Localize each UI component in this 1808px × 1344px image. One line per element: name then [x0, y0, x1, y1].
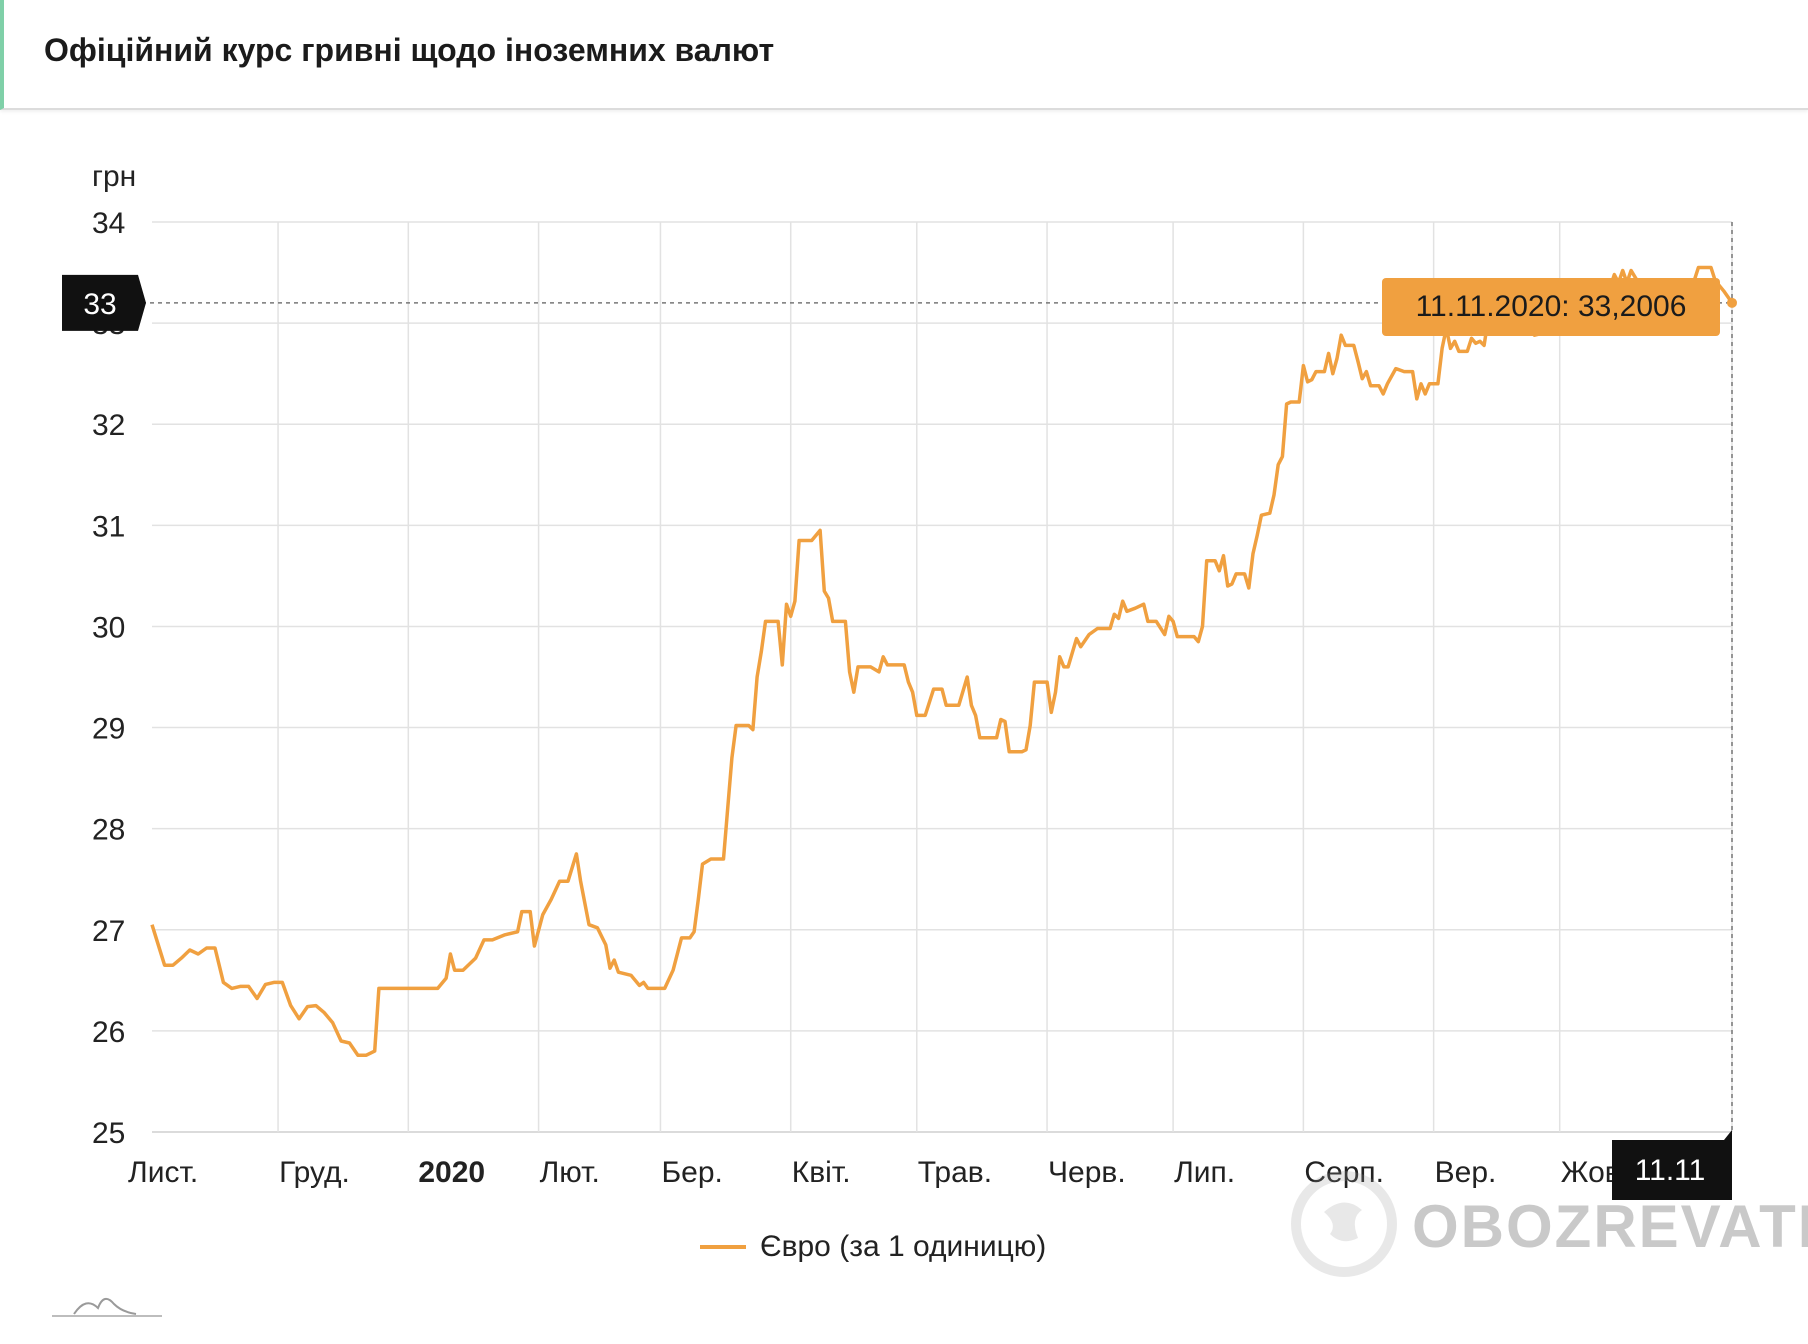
globe-watermark-icon: [1291, 1171, 1397, 1277]
x-tick-label: Лют.: [540, 1156, 600, 1189]
watermark-text: OBOZREVATEL: [1412, 1193, 1808, 1260]
tooltip-text: 11.11.2020: 33,2006: [1416, 290, 1687, 323]
x-tick-label: 2020: [418, 1156, 485, 1189]
y-tick-label: 31: [92, 510, 125, 543]
hover-point: [1727, 297, 1737, 308]
y-tick-label: 27: [92, 915, 125, 948]
legend-label: Євро (за 1 одиницю): [760, 1230, 1047, 1263]
y-tick-label: 32: [92, 409, 125, 442]
x-tick-label: Квіт.: [792, 1156, 851, 1189]
x-tick-label: Вер.: [1435, 1156, 1497, 1189]
x-tick-label: Серп.: [1304, 1156, 1384, 1189]
crosshair-y-label-box: [62, 274, 146, 331]
crosshair-x-label-box: [1612, 1130, 1732, 1200]
page-title: Офіційний курс гривні щодо іноземних вал…: [44, 32, 775, 68]
header-bar: Офіційний курс гривні щодо іноземних вал…: [0, 0, 1808, 110]
tooltip-box: [1382, 278, 1720, 336]
x-tick-label: Бер.: [661, 1156, 722, 1189]
x-tick-label: Лист.: [128, 1156, 198, 1189]
y-tick-label: 34: [92, 207, 125, 240]
y-tick-label: 26: [92, 1016, 125, 1049]
y-axis-label: грн: [92, 160, 136, 193]
y-tick-label: 30: [92, 611, 125, 644]
y-tick-label: 29: [92, 713, 125, 746]
crosshair-y-label: 33: [83, 288, 116, 321]
x-tick-label: Черв.: [1048, 1156, 1126, 1189]
x-tick-label: Лип.: [1174, 1156, 1235, 1189]
chart-legend[interactable]: Євро (за 1 одиницю): [700, 1230, 1046, 1264]
legend-swatch: [700, 1245, 746, 1249]
crosshair-x-label: 11.11: [1635, 1154, 1706, 1187]
x-tick-label: Груд.: [279, 1156, 350, 1189]
y-tick-label: 28: [92, 814, 125, 847]
series-line: [150, 265, 1734, 1057]
x-tick-label: Трав.: [918, 1156, 992, 1189]
mountain-logo-icon: [52, 1297, 162, 1317]
y-tick-label: 25: [92, 1117, 125, 1150]
